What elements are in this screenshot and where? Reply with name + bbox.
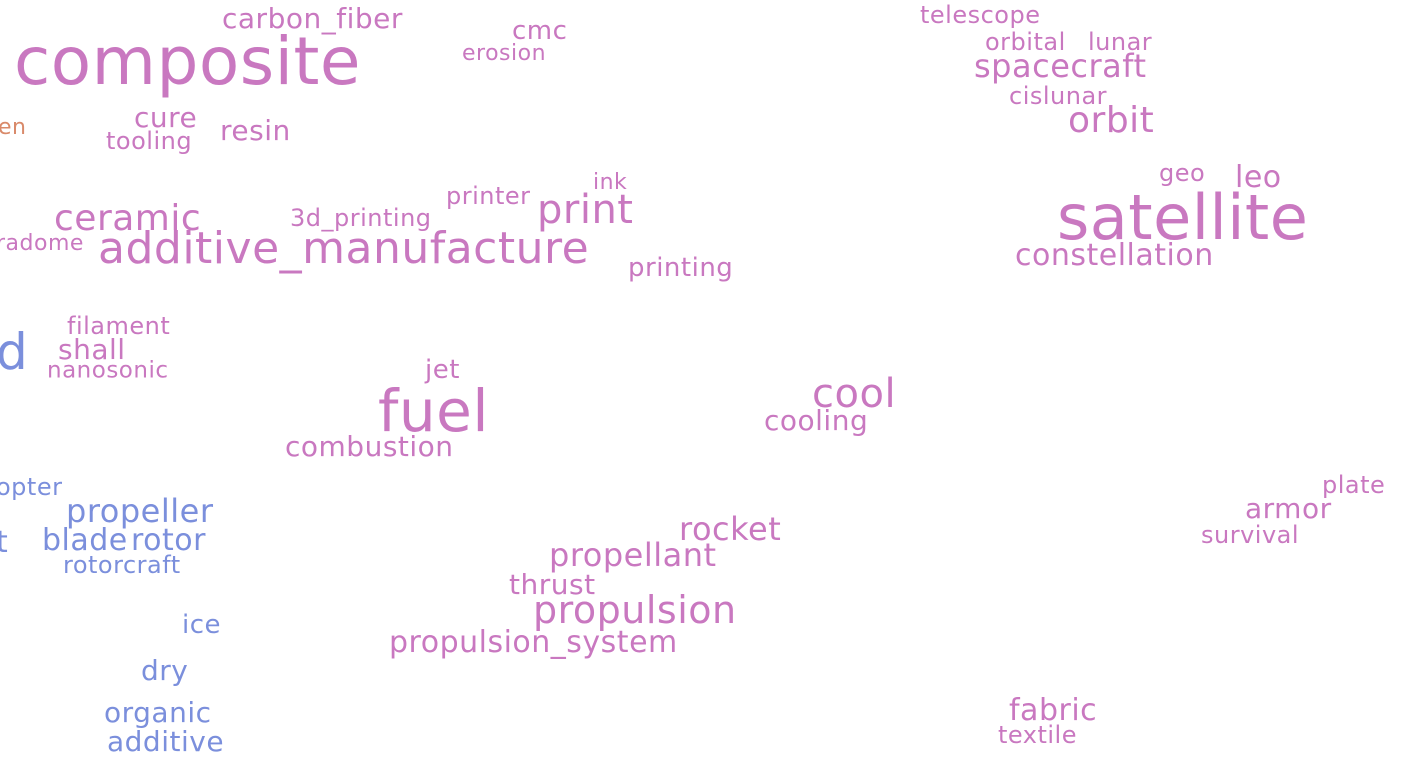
word-rotorcraft: rotorcraft — [63, 551, 181, 579]
word-dry: dry — [141, 654, 189, 687]
word-fabric: fabric — [1009, 693, 1098, 728]
word-rotor: rotor — [131, 523, 206, 558]
word-geo: geo — [1159, 159, 1206, 187]
word-constellation: constellation — [1015, 238, 1214, 273]
word-cool: cool — [812, 371, 897, 417]
word-ice: ice — [182, 610, 222, 640]
word-radome: radome — [0, 231, 84, 256]
word-blade: blade — [42, 523, 128, 558]
word-survival: survival — [1201, 521, 1300, 549]
word-filament: filament — [67, 312, 171, 340]
word-carbon-fiber: carbon_fiber — [222, 2, 403, 35]
word-fuel: fuel — [378, 377, 489, 445]
word-ceramic: ceramic — [54, 198, 202, 239]
word-cislunar: cislunar — [1009, 82, 1108, 110]
word-erosion: erosion — [462, 41, 547, 66]
word-additive-manufacture: additive_manufacture — [98, 223, 590, 274]
word-orbital: orbital — [985, 28, 1066, 56]
word-propeller: propeller — [66, 492, 214, 530]
word-resin: resin — [220, 114, 291, 147]
word-shall: shall — [58, 333, 126, 366]
word-textile: textile — [998, 721, 1077, 749]
word-armor: armor — [1245, 492, 1332, 525]
word-thrust: thrust — [509, 568, 596, 601]
word-additive: additive — [107, 725, 225, 758]
word-printer: printer — [446, 182, 531, 210]
word-leo: leo — [1235, 160, 1282, 195]
word-nanosonic: nanosonic — [47, 357, 169, 384]
word-combustion: combustion — [285, 430, 454, 463]
word-jet: jet — [425, 355, 460, 385]
word-cooling: cooling — [764, 404, 869, 437]
word-organic: organic — [104, 696, 212, 729]
word-telescope: telescope — [920, 1, 1041, 29]
word-opter: opter — [0, 473, 63, 501]
word-ink: ink — [593, 170, 628, 195]
word-plate: plate — [1322, 471, 1386, 499]
word-propulsion-system: propulsion_system — [389, 625, 678, 660]
word-satellite: satellite — [1057, 181, 1309, 254]
word-spacecraft: spacecraft — [974, 47, 1147, 85]
word-t: t — [0, 525, 9, 560]
word-lunar: lunar — [1088, 28, 1153, 56]
word-3d-printing: 3d_printing — [290, 204, 432, 232]
word-tooling: tooling — [106, 127, 193, 155]
word-composite: composite — [14, 23, 361, 100]
word-rocket: rocket — [679, 510, 782, 548]
word-propellant: propellant — [549, 536, 717, 574]
word-propulsion: propulsion — [533, 588, 737, 632]
word-d: d — [0, 323, 29, 381]
word-printing: printing — [628, 253, 734, 283]
word-cure: cure — [134, 101, 198, 134]
word-orbit: orbit — [1068, 100, 1155, 141]
word-print: print — [537, 187, 634, 233]
word-cmc: cmc — [512, 16, 568, 46]
word-en: en — [0, 115, 27, 140]
